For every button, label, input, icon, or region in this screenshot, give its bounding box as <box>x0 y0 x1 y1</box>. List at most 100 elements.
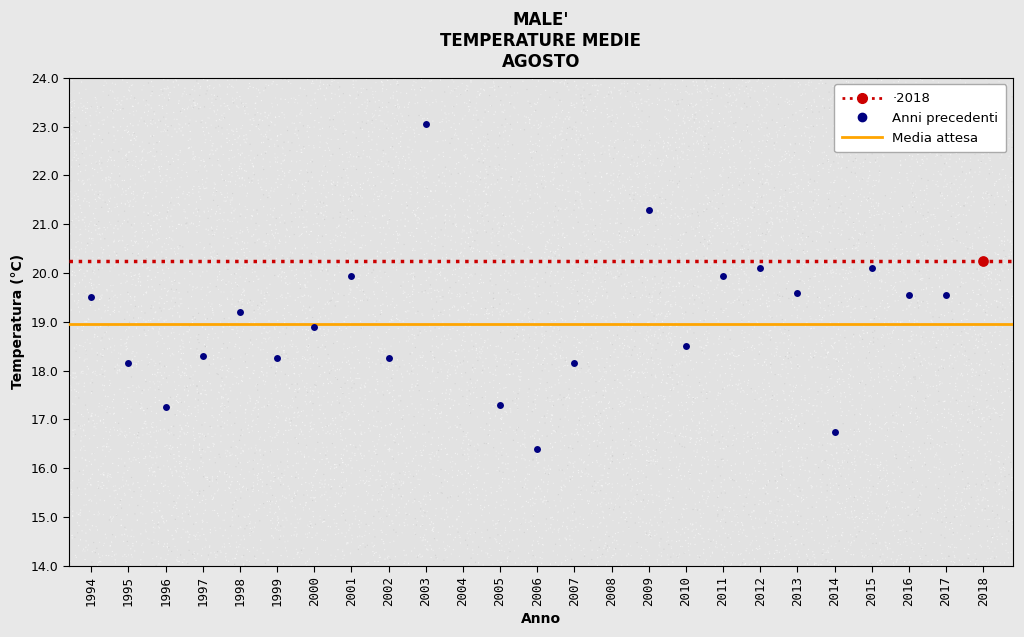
Point <box>911 373 928 383</box>
Point <box>414 511 430 521</box>
Point <box>424 334 440 344</box>
Point <box>800 292 816 302</box>
Point <box>200 333 216 343</box>
Point <box>825 322 842 332</box>
Point <box>476 364 493 374</box>
Point <box>669 552 685 562</box>
Point <box>638 182 654 192</box>
Point <box>427 240 443 250</box>
Point <box>735 361 752 371</box>
Point <box>848 106 864 117</box>
Point <box>870 99 887 109</box>
Point <box>711 256 727 266</box>
Point <box>719 145 735 155</box>
Point <box>177 478 194 488</box>
Point <box>496 134 512 144</box>
Point <box>831 536 848 546</box>
Point <box>94 380 111 390</box>
Point <box>85 266 101 276</box>
Point <box>732 136 749 146</box>
Point <box>699 324 716 334</box>
Point <box>417 429 433 439</box>
Point <box>338 441 354 451</box>
Point <box>864 182 881 192</box>
Point <box>525 362 542 373</box>
Point <box>627 341 643 352</box>
Point <box>966 391 982 401</box>
Point <box>208 363 224 373</box>
Point <box>762 419 778 429</box>
Point <box>180 401 197 412</box>
Point <box>636 231 652 241</box>
Point <box>506 266 522 276</box>
Point <box>915 377 932 387</box>
Point <box>814 223 830 233</box>
Point <box>958 227 975 237</box>
Point <box>117 461 133 471</box>
Point <box>180 421 197 431</box>
Point <box>309 103 326 113</box>
Point <box>462 97 478 108</box>
Point <box>476 424 493 434</box>
Point <box>426 522 442 533</box>
Point <box>563 101 580 111</box>
Point <box>873 213 890 224</box>
Point <box>502 202 518 212</box>
Point <box>317 206 334 217</box>
Point <box>691 475 708 485</box>
Point <box>253 129 269 140</box>
Point <box>609 539 626 549</box>
Point <box>574 431 591 441</box>
Point <box>162 403 178 413</box>
Point <box>221 104 238 115</box>
Point <box>833 206 849 216</box>
Point <box>768 127 784 138</box>
Point <box>678 307 694 317</box>
Point <box>151 115 167 125</box>
Point <box>586 148 602 159</box>
Point <box>106 235 123 245</box>
Point <box>888 131 904 141</box>
Point <box>640 354 656 364</box>
Point <box>461 298 477 308</box>
Point <box>647 271 664 282</box>
Point <box>642 178 658 189</box>
Point <box>847 154 863 164</box>
Point <box>836 120 852 130</box>
Point <box>534 533 550 543</box>
Point <box>312 266 329 276</box>
Point <box>1004 240 1020 250</box>
Point <box>108 73 124 83</box>
Point <box>240 545 256 555</box>
Point <box>815 154 831 164</box>
Point <box>334 488 350 498</box>
Point <box>222 488 239 498</box>
Point <box>677 118 693 129</box>
Point <box>317 95 334 105</box>
Point <box>595 470 611 480</box>
Point <box>315 391 332 401</box>
Point <box>870 176 887 187</box>
Point <box>125 275 141 285</box>
Point <box>1002 245 1019 255</box>
Point <box>526 317 543 327</box>
Point <box>515 440 531 450</box>
Point <box>930 142 946 152</box>
Point <box>213 452 229 462</box>
Point <box>70 527 86 538</box>
Point <box>839 132 855 143</box>
Point <box>140 320 157 331</box>
Point <box>276 492 293 503</box>
Point <box>913 155 930 165</box>
Point <box>834 118 850 129</box>
Point <box>688 113 705 124</box>
Point <box>177 440 194 450</box>
Point <box>551 307 567 317</box>
Point <box>867 90 884 101</box>
Point <box>598 169 614 179</box>
Point <box>653 320 670 331</box>
Point <box>173 440 189 450</box>
Point <box>879 246 895 256</box>
Point <box>258 238 274 248</box>
Point <box>780 146 797 156</box>
